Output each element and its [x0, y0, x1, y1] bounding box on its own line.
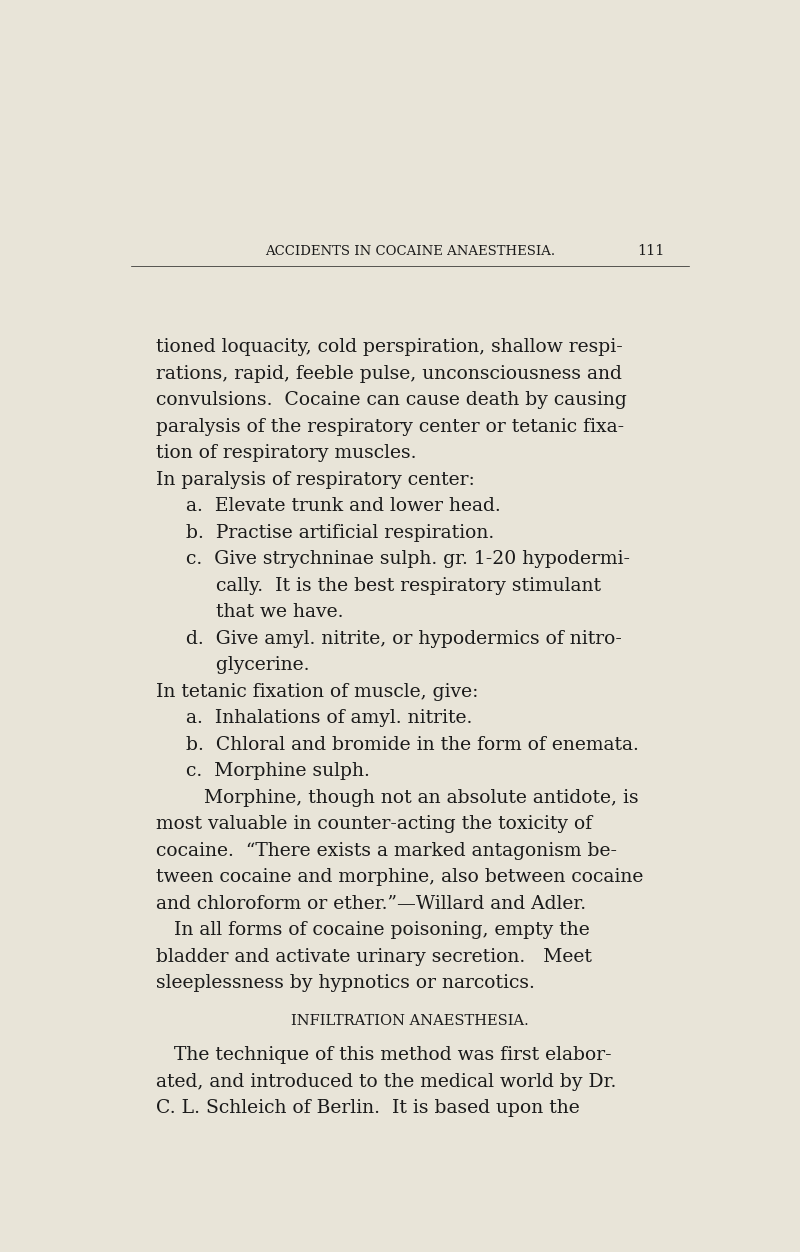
Text: In paralysis of respiratory center:: In paralysis of respiratory center:: [156, 471, 474, 488]
Text: c.  Give strychninae sulph. gr. 1-20 hypodermi-: c. Give strychninae sulph. gr. 1-20 hypo…: [186, 551, 630, 568]
Text: The technique of this method was first elabor-: The technique of this method was first e…: [156, 1047, 611, 1064]
Text: rations, rapid, feeble pulse, unconsciousness and: rations, rapid, feeble pulse, unconsciou…: [156, 364, 622, 383]
Text: INFILTRATION ANAESTHESIA.: INFILTRATION ANAESTHESIA.: [291, 1014, 529, 1028]
Text: C. L. Schleich of Berlin.  It is based upon the: C. L. Schleich of Berlin. It is based up…: [156, 1099, 579, 1117]
Text: ated, and introduced to the medical world by Dr.: ated, and introduced to the medical worl…: [156, 1073, 616, 1090]
Text: cally.  It is the best respiratory stimulant: cally. It is the best respiratory stimul…: [186, 577, 601, 595]
Text: sleeplessness by hypnotics or narcotics.: sleeplessness by hypnotics or narcotics.: [156, 974, 534, 993]
Text: tioned loquacity, cold perspiration, shallow respi-: tioned loquacity, cold perspiration, sha…: [156, 338, 622, 357]
Text: d.  Give amyl. nitrite, or hypodermics of nitro-: d. Give amyl. nitrite, or hypodermics of…: [186, 630, 622, 647]
Text: tween cocaine and morphine, also between cocaine: tween cocaine and morphine, also between…: [156, 869, 643, 886]
Text: a.  Inhalations of amyl. nitrite.: a. Inhalations of amyl. nitrite.: [186, 710, 472, 727]
Text: tion of respiratory muscles.: tion of respiratory muscles.: [156, 444, 416, 462]
Text: c.  Morphine sulph.: c. Morphine sulph.: [186, 762, 370, 780]
Text: paralysis of the respiratory center or tetanic fixa-: paralysis of the respiratory center or t…: [156, 418, 624, 436]
Text: most valuable in counter-acting the toxicity of: most valuable in counter-acting the toxi…: [156, 815, 592, 834]
Text: and chloroform or ether.”—Willard and Adler.: and chloroform or ether.”—Willard and Ad…: [156, 895, 586, 913]
Text: cocaine.  “There exists a marked antagonism be-: cocaine. “There exists a marked antagoni…: [156, 841, 617, 860]
Text: In tetanic fixation of muscle, give:: In tetanic fixation of muscle, give:: [156, 682, 478, 701]
Text: Morphine, though not an absolute antidote, is: Morphine, though not an absolute antidot…: [186, 789, 638, 808]
Text: In all forms of cocaine poisoning, empty the: In all forms of cocaine poisoning, empty…: [156, 921, 590, 939]
Text: glycerine.: glycerine.: [186, 656, 309, 675]
Text: ACCIDENTS IN COCAINE ANAESTHESIA.: ACCIDENTS IN COCAINE ANAESTHESIA.: [265, 245, 555, 258]
Text: b.  Chloral and bromide in the form of enemata.: b. Chloral and bromide in the form of en…: [186, 736, 638, 754]
Text: that we have.: that we have.: [186, 603, 343, 621]
Text: 111: 111: [637, 244, 664, 258]
Text: a.  Elevate trunk and lower head.: a. Elevate trunk and lower head.: [186, 497, 500, 516]
Text: convulsions.  Cocaine can cause death by causing: convulsions. Cocaine can cause death by …: [156, 391, 626, 409]
Text: b.  Practise artificial respiration.: b. Practise artificial respiration.: [186, 523, 494, 542]
Text: bladder and activate urinary secretion.   Meet: bladder and activate urinary secretion. …: [156, 948, 592, 967]
